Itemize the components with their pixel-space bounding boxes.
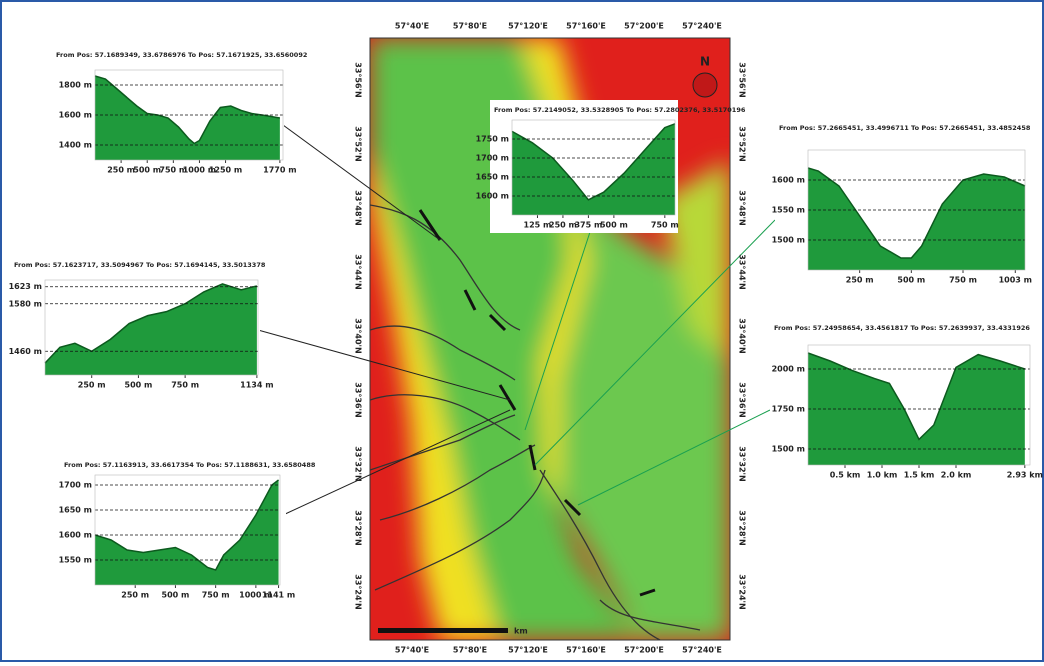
- profile-panel: From Pos: 57.1689349, 33.6786976 To Pos:…: [52, 45, 307, 175]
- y-tick-label: 1400 m: [59, 141, 92, 150]
- x-tick-label: 250 m: [549, 221, 577, 230]
- x-tick-label: 1.5 km: [904, 471, 935, 480]
- profile-panel: From Pos: 57.1163913, 33.6617354 To Pos:…: [59, 455, 316, 605]
- profile-title: From Pos: 57.2149052, 33.5328905 To Pos:…: [494, 106, 746, 114]
- y-tick-label: 1600 m: [59, 531, 92, 540]
- x-tick-label: 500 m: [600, 221, 628, 230]
- x-tick-label: 750 m: [949, 276, 977, 285]
- x-tick-label: 1250 m: [209, 166, 242, 175]
- y-tick-label: 1750 m: [476, 135, 509, 144]
- y-tick-label: 1460 m: [9, 347, 42, 356]
- map-top-tick: 57°80'E: [453, 22, 487, 31]
- map-left-tick: 33°40'N: [354, 318, 363, 353]
- x-tick-label: 500 m: [133, 166, 161, 175]
- y-tick-label: 1650 m: [476, 173, 509, 182]
- profile-panel: From Pos: 57.1623717, 33.5094967 To Pos:…: [9, 255, 274, 395]
- map-right-tick: 33°24'N: [738, 574, 747, 609]
- map-right-tick: 33°44'N: [738, 254, 747, 289]
- y-tick-label: 1500 m: [772, 236, 805, 245]
- profile-title: From Pos: 57.1689349, 33.6786976 To Pos:…: [56, 51, 307, 59]
- map-top-tick: 57°40'E: [395, 22, 429, 31]
- profile-title: From Pos: 57.1163913, 33.6617354 To Pos:…: [64, 461, 316, 469]
- map-bottom-tick: 57°80'E: [453, 646, 487, 655]
- map-left-tick: 33°56'N: [354, 62, 363, 97]
- map-left-tick: 33°52'N: [354, 126, 363, 161]
- x-tick-label: 750 m: [202, 591, 230, 600]
- north-label: N: [700, 55, 710, 69]
- x-tick-label: 0.5 km: [830, 471, 861, 480]
- y-tick-label: 1600 m: [59, 111, 92, 120]
- map-left-tick: 33°28'N: [354, 510, 363, 545]
- y-tick-label: 1800 m: [59, 81, 92, 90]
- map-right-tick: 33°48'N: [738, 190, 747, 225]
- x-tick-label: 2.93 km: [1007, 471, 1043, 480]
- x-tick-label: 500 m: [897, 276, 925, 285]
- y-tick-label: 1700 m: [59, 481, 92, 490]
- map-left-tick: 33°24'N: [354, 574, 363, 609]
- y-tick-label: 1550 m: [59, 556, 92, 565]
- y-tick-label: 1600 m: [476, 192, 509, 201]
- x-tick-label: 250 m: [107, 166, 135, 175]
- map-right-tick: 33°28'N: [738, 510, 747, 545]
- map-top-tick: 57°160'E: [566, 22, 606, 31]
- profile-title: From Pos: 57.1623717, 33.5094967 To Pos:…: [14, 261, 266, 269]
- map-top-tick: 57°120'E: [508, 22, 548, 31]
- x-tick-label: 1770 m: [263, 166, 296, 175]
- x-tick-label: 250 m: [78, 381, 106, 390]
- map-right-tick: 33°52'N: [738, 126, 747, 161]
- map-right-tick: 33°32'N: [738, 446, 747, 481]
- y-tick-label: 1550 m: [772, 206, 805, 215]
- x-tick-label: 250 m: [846, 276, 874, 285]
- figure: km N From Pos: 57.1689349, 33.6786976 To…: [0, 0, 1044, 662]
- map-top-tick: 57°240'E: [682, 22, 722, 31]
- map-right-tick: 33°40'N: [738, 318, 747, 353]
- y-tick-label: 1700 m: [476, 154, 509, 163]
- map-bottom-tick: 57°40'E: [395, 646, 429, 655]
- profile-title: From Pos: 57.24958654, 33.4561817 To Pos…: [774, 324, 1030, 332]
- x-tick-label: 2.0 km: [941, 471, 972, 480]
- y-tick-label: 1580 m: [9, 299, 42, 308]
- x-tick-label: 750 m: [171, 381, 199, 390]
- y-tick-label: 1623 m: [9, 282, 42, 291]
- y-tick-label: 2000 m: [772, 365, 805, 374]
- y-tick-label: 1750 m: [772, 405, 805, 414]
- map-top-tick: 57°200'E: [624, 22, 664, 31]
- y-tick-label: 1650 m: [59, 506, 92, 515]
- map-right-tick: 33°36'N: [738, 382, 747, 417]
- map-bottom-tick: 57°240'E: [682, 646, 722, 655]
- x-tick-label: 1141 m: [262, 591, 295, 600]
- x-tick-label: 500 m: [162, 591, 190, 600]
- north-arrow: [693, 73, 717, 97]
- map-bottom-tick: 57°120'E: [508, 646, 548, 655]
- x-tick-label: 1134 m: [240, 381, 273, 390]
- map-left-tick: 33°44'N: [354, 254, 363, 289]
- x-tick-label: 375 m: [574, 221, 602, 230]
- map-left-tick: 33°32'N: [354, 446, 363, 481]
- profile-title: From Pos: 57.2665451, 33.4996711 To Pos:…: [779, 124, 1031, 132]
- map-bottom-tick: 57°200'E: [624, 646, 664, 655]
- x-tick-label: 1.0 km: [867, 471, 898, 480]
- scale-label: km: [514, 627, 528, 636]
- y-tick-label: 1500 m: [772, 445, 805, 454]
- map-bottom-tick: 57°160'E: [566, 646, 606, 655]
- x-tick-label: 750 m: [651, 221, 679, 230]
- y-tick-label: 1600 m: [772, 176, 805, 185]
- map-right-tick: 33°56'N: [738, 62, 747, 97]
- map-left-tick: 33°48'N: [354, 190, 363, 225]
- profile-panel: From Pos: 57.2665451, 33.4996711 To Pos:…: [772, 118, 1033, 290]
- scale-bar: [378, 628, 508, 633]
- x-tick-label: 125 m: [524, 221, 552, 230]
- map-left-tick: 33°36'N: [354, 382, 363, 417]
- x-tick-label: 250 m: [121, 591, 149, 600]
- profile-panel: From Pos: 57.24958654, 33.4561817 To Pos…: [770, 318, 1043, 495]
- x-tick-label: 500 m: [125, 381, 153, 390]
- x-tick-label: 1003 m: [999, 276, 1032, 285]
